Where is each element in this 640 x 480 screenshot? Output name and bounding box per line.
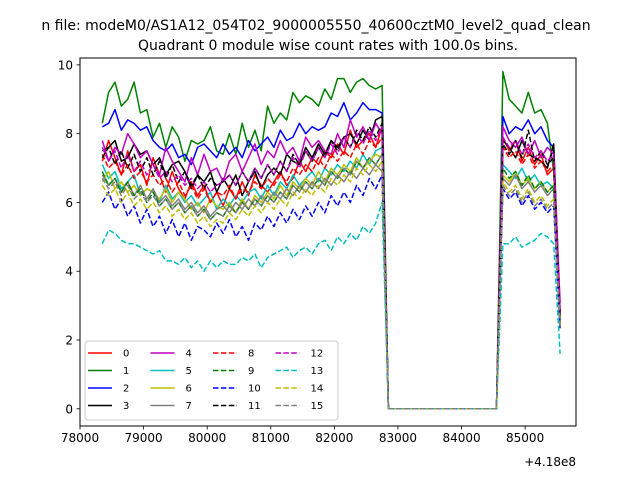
legend-label-2: 2 — [123, 384, 129, 395]
legend-frame — [84, 340, 339, 421]
legend-label-7: 7 — [186, 401, 192, 412]
legend-label-12: 12 — [311, 349, 324, 360]
y-tick-label: 2 — [65, 334, 73, 348]
x-tick-label: 78000 — [61, 431, 99, 445]
x-tick-label: 84000 — [442, 431, 480, 445]
x-tick-label: 85000 — [506, 431, 544, 445]
y-tick-label: 4 — [65, 265, 73, 279]
legend-label-10: 10 — [248, 384, 261, 395]
legend-label-5: 5 — [186, 366, 192, 377]
x-tick-label: 82000 — [315, 431, 353, 445]
chart-title: Quadrant 0 module wise count rates with … — [138, 38, 518, 54]
plot-frame — [79, 57, 577, 427]
y-tick-label: 0 — [65, 402, 73, 416]
x-tick-label: 80000 — [188, 431, 226, 445]
x-tick-label: 81000 — [252, 431, 290, 445]
y-tick-label: 10 — [58, 58, 73, 72]
x-tick-label: 79000 — [124, 431, 162, 445]
legend-label-15: 15 — [311, 401, 324, 412]
y-tick-label: 6 — [65, 196, 73, 210]
legend-label-3: 3 — [123, 401, 129, 412]
y-tick-label: 8 — [65, 127, 73, 141]
x-axis: 78000 79000 80000 81000 82000 83000 84000 85000 — [61, 426, 544, 445]
legend-label-11: 11 — [248, 401, 261, 412]
series-line-15 — [101, 153, 561, 410]
x-axis-offset-label: +4.18e8 — [524, 455, 576, 469]
figure-suptitle: n file: modeM0/AS1A12_054T02_9000005550_… — [41, 18, 590, 34]
series-line-10 — [101, 174, 561, 410]
legend-label-1: 1 — [123, 366, 129, 377]
legend-label-13: 13 — [311, 366, 324, 377]
legend-label-6: 6 — [186, 384, 192, 395]
legend-label-14: 14 — [311, 384, 324, 395]
legend-label-9: 9 — [248, 366, 254, 377]
legend-label-0: 0 — [123, 349, 129, 360]
y-axis: 0 2 4 6 8 10 — [58, 58, 80, 416]
legend-label-8: 8 — [248, 349, 254, 360]
x-tick-label: 83000 — [379, 431, 417, 445]
legend-label-4: 4 — [186, 349, 192, 360]
plot-lines — [101, 71, 561, 410]
